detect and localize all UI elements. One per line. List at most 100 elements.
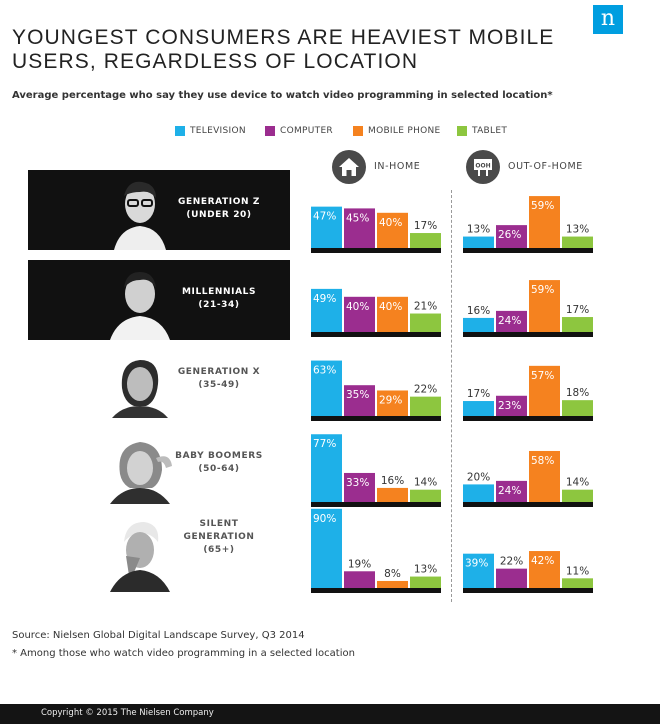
data-label-in-home-millennials-mobile-phone: 40% <box>379 301 402 313</box>
bar-in-home-generation-x-tablet <box>410 396 441 416</box>
portrait-generation-z <box>114 181 166 250</box>
data-label-in-home-millennials-television: 49% <box>313 293 336 305</box>
data-label-out-of-home-silent-generation-tablet: 11% <box>566 565 589 577</box>
bar-in-home-generation-x-computer <box>344 385 375 416</box>
title-line-2: USERS, REGARDLESS OF LOCATION <box>12 50 419 73</box>
bar-in-home-baby-boomers-tablet <box>410 489 441 502</box>
bar-out-of-home-millennials-mobile-phone <box>529 280 560 332</box>
bar-in-home-millennials-tablet <box>410 313 441 332</box>
bar-in-home-millennials-mobile-phone <box>377 296 408 332</box>
bar-in-home-baby-boomers-television <box>311 434 342 502</box>
group-label-silent-generation: SILENT GENERATION (65+) <box>164 518 274 557</box>
bar-in-home-silent-generation-tablet <box>410 576 441 588</box>
data-label-in-home-baby-boomers-mobile-phone: 16% <box>381 475 404 487</box>
page-title: YOUNGEST CONSUMERS ARE HEAVIEST MOBILE U… <box>12 26 554 74</box>
portrait-generation-x <box>112 360 168 418</box>
ooh-sign-icon: OOH <box>466 150 500 184</box>
baseline-out-of-home-baby-boomers <box>463 502 593 507</box>
bar-out-of-home-baby-boomers-television <box>463 484 494 502</box>
data-label-out-of-home-generation-z-tablet: 13% <box>566 224 589 236</box>
data-label-in-home-silent-generation-computer: 19% <box>348 558 371 570</box>
data-label-out-of-home-millennials-computer: 24% <box>498 315 521 327</box>
data-label-in-home-silent-generation-mobile-phone: 8% <box>384 568 401 580</box>
data-label-in-home-generation-z-computer: 45% <box>346 212 369 224</box>
bar-out-of-home-millennials-television <box>463 317 494 332</box>
bar-out-of-home-generation-z-television <box>463 236 494 248</box>
group-name-line-2: GENERATION <box>183 532 255 542</box>
data-label-in-home-silent-generation-tablet: 13% <box>414 564 437 576</box>
data-label-in-home-silent-generation-television: 90% <box>313 513 336 525</box>
data-label-in-home-millennials-computer: 40% <box>346 301 369 313</box>
bar-in-home-generation-z-computer <box>344 208 375 248</box>
bar-in-home-silent-generation-computer <box>344 571 375 588</box>
bar-in-home-silent-generation-television <box>311 508 342 588</box>
legend-label-mobile-phone: MOBILE PHONE <box>368 126 441 136</box>
bar-in-home-millennials-computer <box>344 296 375 332</box>
baseline-in-home-generation-x <box>311 416 441 421</box>
baseline-out-of-home-generation-x <box>463 416 593 421</box>
band-generation-z: GENERATION Z (UNDER 20) <box>28 170 290 250</box>
data-label-out-of-home-generation-z-computer: 26% <box>498 229 521 241</box>
source-note: Source: Nielsen Global Digital Landscape… <box>12 630 305 641</box>
copyright: Copyright © 2015 The Nielsen Company <box>41 708 214 718</box>
bar-out-of-home-generation-z-tablet <box>562 236 593 248</box>
data-label-out-of-home-generation-x-mobile-phone: 57% <box>531 370 554 382</box>
legend-swatch-television <box>175 126 185 136</box>
band-silent-generation: SILENT GENERATION (65+) <box>28 512 290 592</box>
data-label-in-home-generation-z-television: 47% <box>313 211 336 223</box>
data-label-out-of-home-millennials-mobile-phone: 59% <box>531 284 554 296</box>
bar-out-of-home-generation-x-television <box>463 401 494 416</box>
bar-in-home-baby-boomers-computer <box>344 472 375 502</box>
data-label-out-of-home-silent-generation-television: 39% <box>465 558 488 570</box>
data-label-out-of-home-silent-generation-mobile-phone: 42% <box>531 555 554 567</box>
bar-out-of-home-generation-x-computer <box>496 395 527 416</box>
portrait-silent-generation <box>110 522 170 592</box>
legend-label-television: TELEVISION <box>190 126 246 136</box>
bar-in-home-baby-boomers-mobile-phone <box>377 487 408 502</box>
legend-label-computer: COMPUTER <box>280 126 333 136</box>
bar-in-home-millennials-television <box>311 288 342 332</box>
bar-out-of-home-generation-z-computer <box>496 225 527 248</box>
group-range: (UNDER 20) <box>186 210 252 220</box>
bar-in-home-generation-z-tablet <box>410 233 441 248</box>
data-label-in-home-baby-boomers-tablet: 14% <box>414 477 437 489</box>
data-label-out-of-home-baby-boomers-computer: 24% <box>498 485 521 497</box>
group-name: GENERATION X <box>177 367 261 377</box>
bar-in-home-generation-z-mobile-phone <box>377 212 408 248</box>
out-of-home-label: OUT-OF-HOME <box>508 161 583 172</box>
bar-out-of-home-silent-generation-mobile-phone <box>529 551 560 588</box>
bar-in-home-generation-x-television <box>311 360 342 416</box>
bar-in-home-generation-x-mobile-phone <box>377 390 408 416</box>
nielsen-logo: n <box>593 5 623 34</box>
data-label-in-home-generation-x-television: 63% <box>313 365 336 377</box>
panel-divider <box>451 190 452 602</box>
bar-in-home-generation-z-television <box>311 206 342 248</box>
bar-out-of-home-baby-boomers-computer <box>496 480 527 502</box>
legend: TELEVISION COMPUTER MOBILE PHONE TABLET <box>0 124 660 138</box>
data-label-in-home-baby-boomers-television: 77% <box>313 438 336 450</box>
data-label-out-of-home-baby-boomers-tablet: 14% <box>566 477 589 489</box>
data-label-out-of-home-millennials-television: 16% <box>467 305 490 317</box>
bar-out-of-home-baby-boomers-mobile-phone <box>529 450 560 502</box>
bar-out-of-home-millennials-computer <box>496 310 527 332</box>
portrait-millennials <box>110 272 170 340</box>
house-icon <box>332 150 366 184</box>
data-label-out-of-home-baby-boomers-television: 20% <box>467 471 490 483</box>
baseline-in-home-silent-generation <box>311 588 441 593</box>
baseline-in-home-millennials <box>311 332 441 337</box>
data-label-in-home-generation-z-mobile-phone: 40% <box>379 217 402 229</box>
data-label-in-home-millennials-tablet: 21% <box>414 301 437 313</box>
data-label-in-home-generation-x-mobile-phone: 29% <box>379 394 402 406</box>
portrait-baby-boomers <box>110 442 172 504</box>
group-range: (21-34) <box>198 300 240 310</box>
chart-subtitle: Average percentage who say they use devi… <box>12 90 553 101</box>
title-line-1: YOUNGEST CONSUMERS ARE HEAVIEST MOBILE <box>12 26 555 49</box>
data-label-out-of-home-generation-z-mobile-phone: 59% <box>531 200 554 212</box>
group-range: (65+) <box>203 545 235 555</box>
group-label-generation-x: GENERATION X (35-49) <box>164 366 274 392</box>
data-label-out-of-home-generation-x-tablet: 18% <box>566 387 589 399</box>
group-name: BABY BOOMERS <box>175 451 263 461</box>
baseline-out-of-home-generation-z <box>463 248 593 253</box>
bar-out-of-home-millennials-tablet <box>562 317 593 332</box>
